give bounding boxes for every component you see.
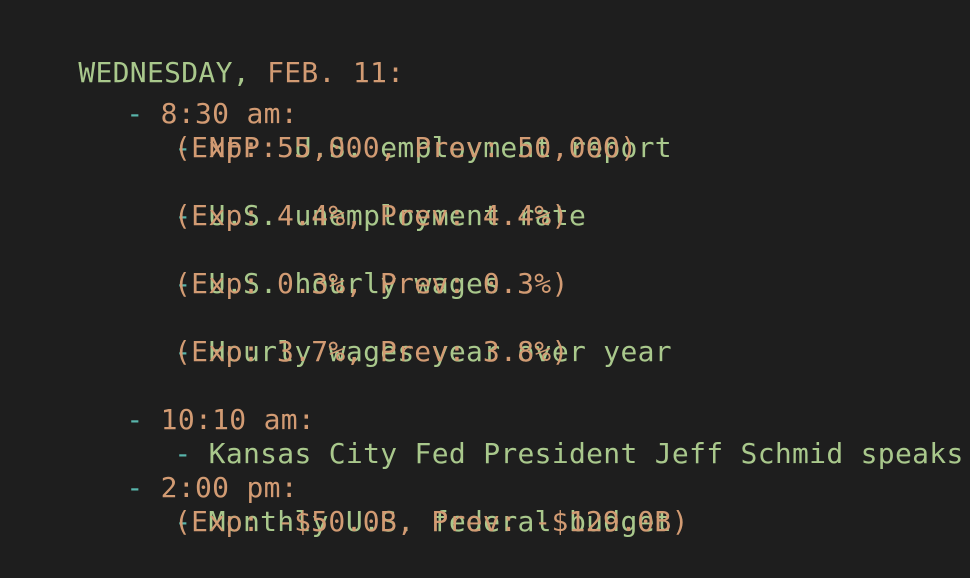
event-item: - U.S. hourly wages	[140, 233, 500, 300]
event-title: Hourly wages year over year	[208, 335, 672, 368]
event-title: U.S. hourly wages	[208, 267, 501, 300]
day-label: WEDNESDAY,	[78, 56, 250, 89]
dash-bullet: -	[126, 97, 144, 130]
event-detail: (Exp: 4.4%, Prev: 4.4%)	[174, 199, 569, 232]
time-label: 8:30 am:	[160, 97, 298, 130]
time-slot-1010: - 10:10 am:	[92, 369, 315, 436]
event-title: U.S. unemployment rate	[208, 199, 587, 232]
event-detail: (Exp: 55,000, Prev: 50,000)	[174, 131, 638, 164]
event-item: - Hourly wages year over year	[140, 301, 672, 368]
dash-bullet: -	[174, 437, 192, 470]
dash-bullet: -	[174, 267, 192, 300]
event-title: Monthly U.S. federal budget	[208, 505, 672, 538]
dash-bullet: -	[174, 199, 192, 232]
event-detail: (Exp: -$50.0B, Prev: -$129.0B)	[174, 505, 689, 538]
event-prefix: NFP:	[208, 131, 278, 164]
event-item: - Kansas City Fed President Jeff Schmid …	[140, 403, 964, 470]
event-title: U.S. employment report	[294, 131, 672, 164]
time-label: 10:10 am:	[160, 403, 316, 436]
time-slot-1400: - 2:00 pm:	[92, 437, 298, 504]
date-label: FEB. 11:	[267, 56, 405, 89]
event-detail: (Exp: 3.7%, Prev: 3.8%)	[174, 335, 569, 368]
time-label: 2:00 pm:	[160, 471, 298, 504]
dash-bullet: -	[174, 131, 192, 164]
event-detail: (Exp: 0.3%, Prev: 0.3%)	[174, 267, 569, 300]
day-heading: WEDNESDAY, FEB. 11:	[44, 22, 404, 89]
dash-bullet: -	[174, 335, 192, 368]
dash-bullet: -	[126, 403, 144, 436]
time-slot-0830: - 8:30 am:	[92, 63, 298, 130]
event-item: - U.S. unemployment rate	[140, 165, 586, 232]
dash-bullet: -	[126, 471, 144, 504]
event-item: - NFP: U.S. employment report	[140, 97, 672, 164]
event-title: Kansas City Fed President Jeff Schmid sp…	[208, 437, 964, 470]
dash-bullet: -	[174, 505, 192, 538]
event-item: - Monthly U.S. federal budget	[140, 471, 672, 538]
